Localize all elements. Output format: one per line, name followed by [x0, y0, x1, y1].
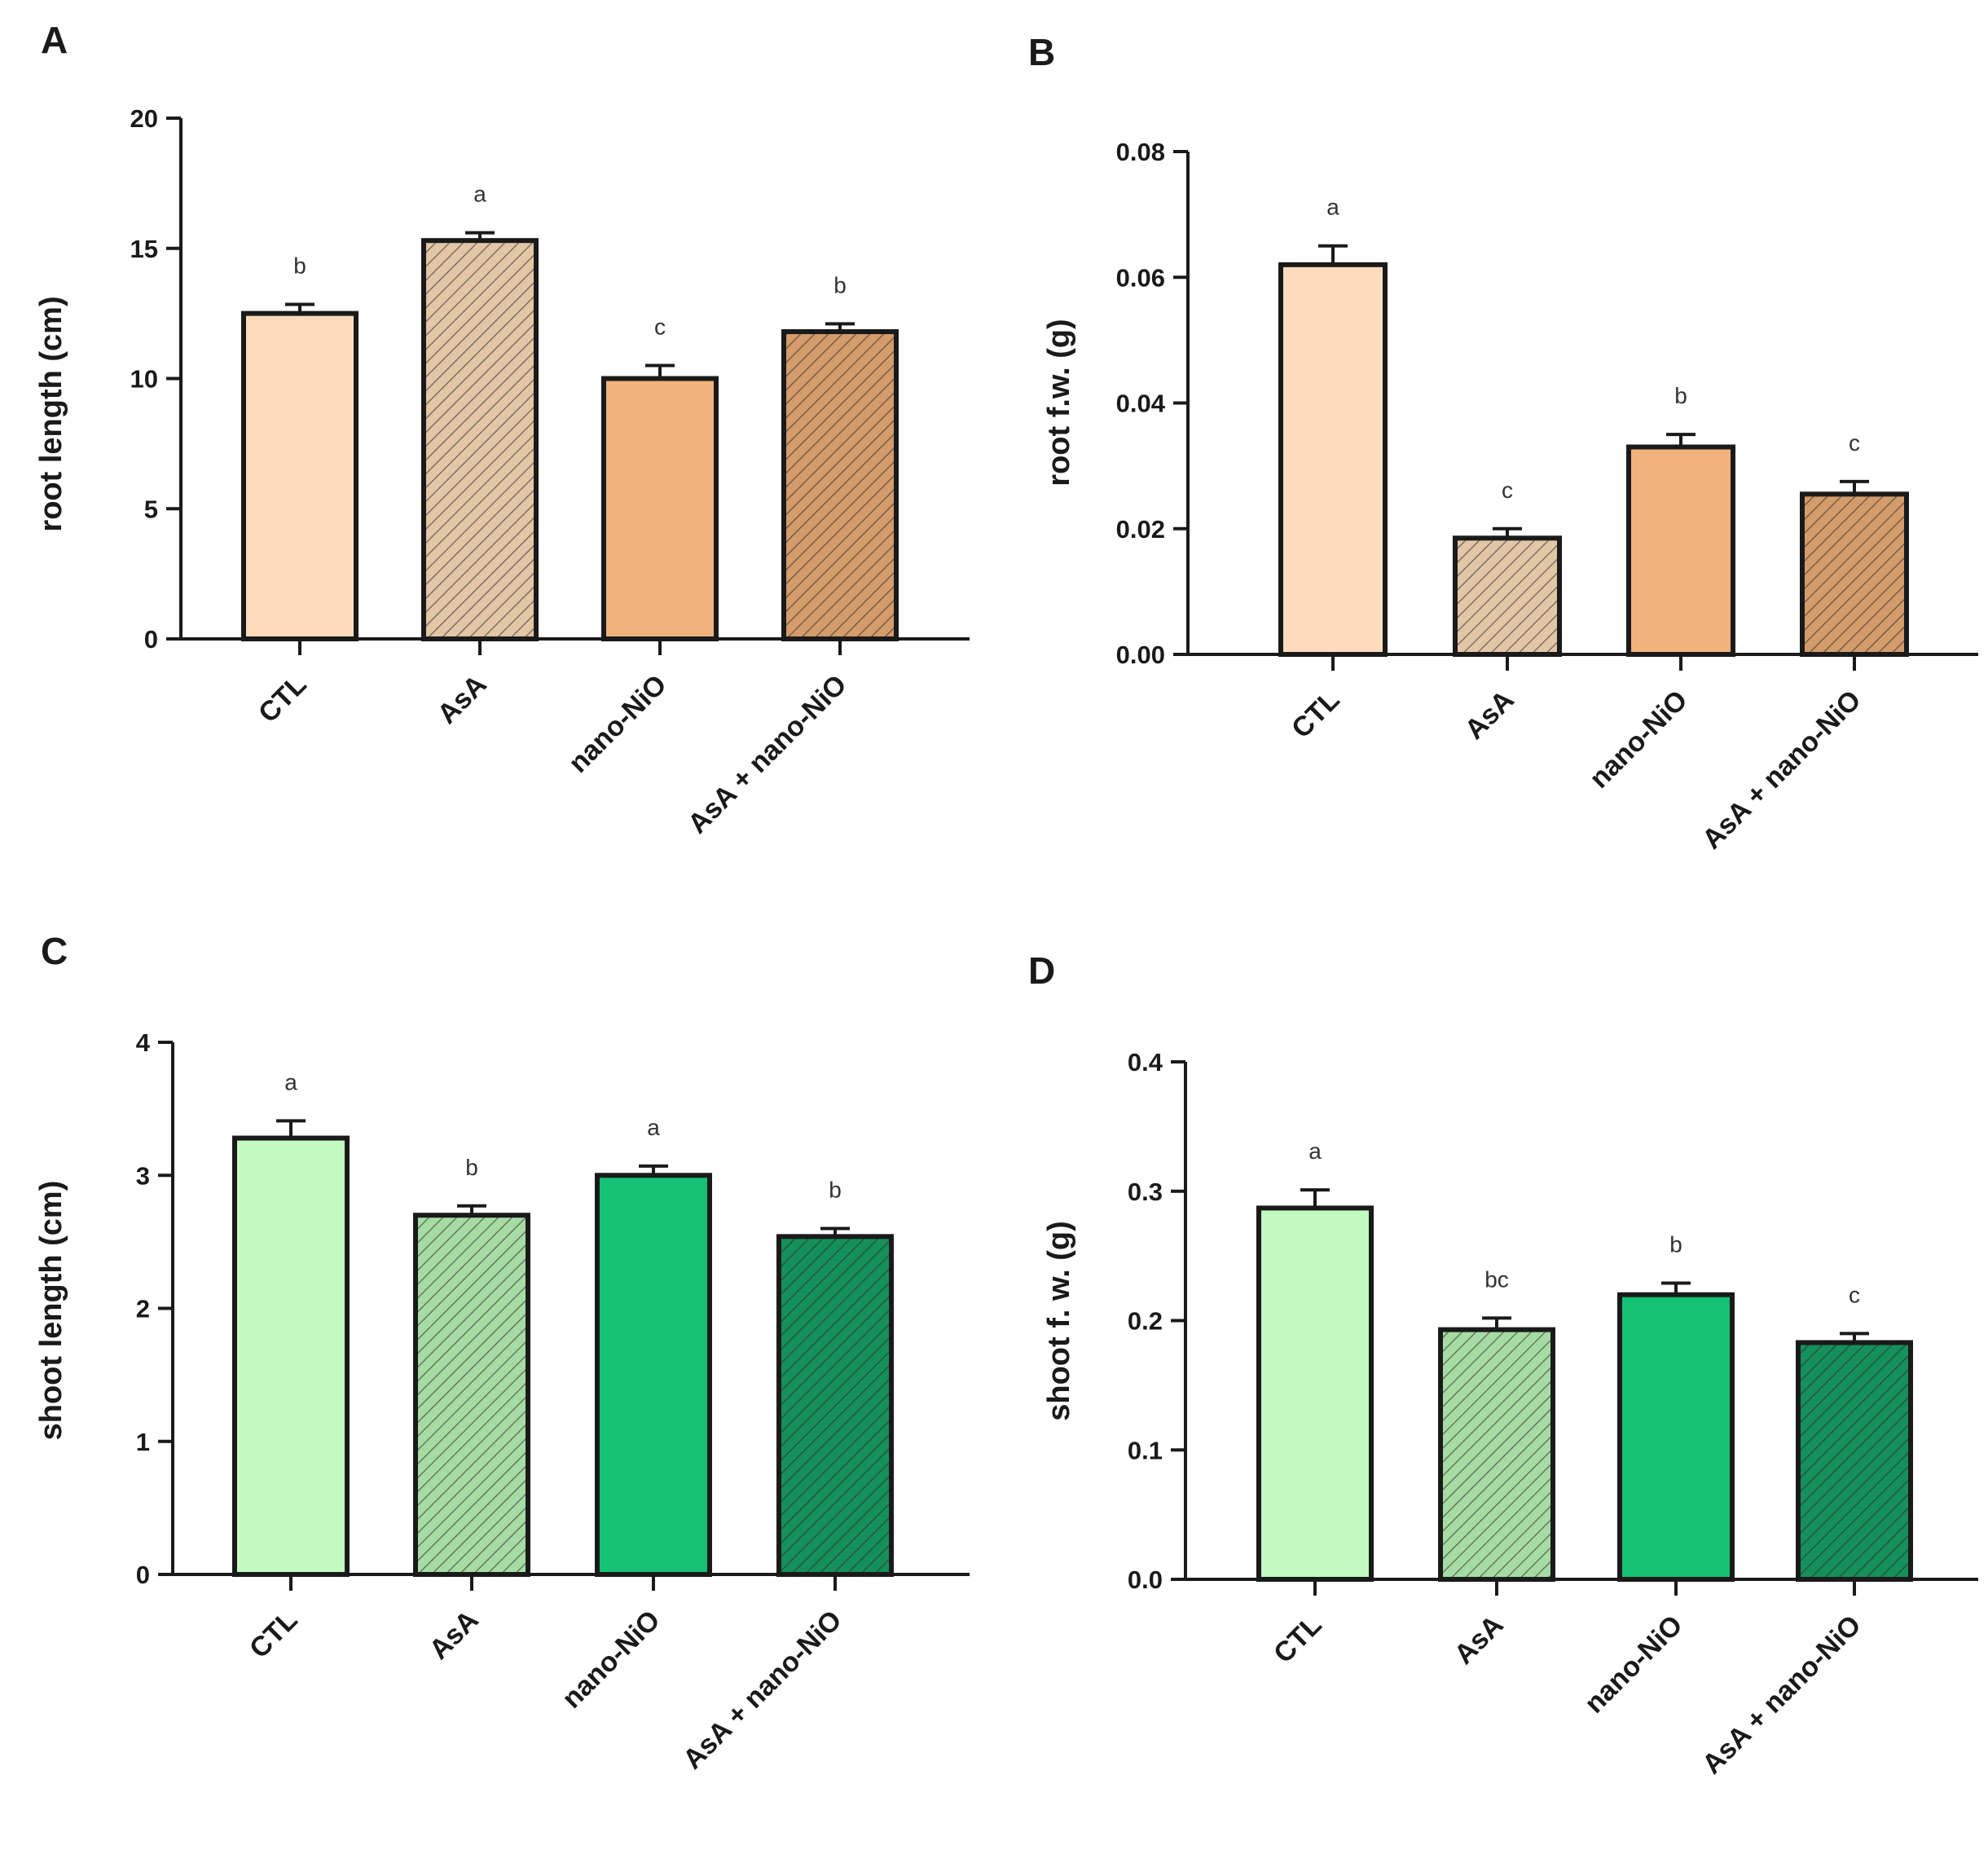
- bar-hatch: [1805, 496, 1904, 652]
- bar-hatch: [1458, 540, 1557, 652]
- bar-hatch: [426, 243, 534, 636]
- y-tick-label: 0.04: [1116, 390, 1166, 418]
- y-axis-label-d: shoot f. w. (g): [1042, 1221, 1076, 1421]
- bar-hatch: [1801, 1345, 1908, 1577]
- bar-hatch: [1443, 1332, 1550, 1577]
- x-tick-label: AsA: [1459, 685, 1520, 746]
- bar: [1256, 1205, 1374, 1582]
- chart-body-b: 0.00 0.02 0.04 0.06 0.08 a CTL c AsA b nano-NiO c As…: [1116, 138, 1978, 855]
- panel-letter-b: B: [1028, 31, 1055, 73]
- y-tick-label: 3: [136, 1161, 150, 1190]
- significance-label: a: [1326, 195, 1339, 220]
- y-tick-label: 0.1: [1128, 1436, 1163, 1464]
- significance-label: c: [654, 315, 666, 340]
- y-tick-label: 0.00: [1116, 641, 1165, 669]
- y-tick-label: 0.2: [1128, 1307, 1163, 1336]
- bar: [601, 376, 719, 641]
- significance-label: b: [829, 1178, 842, 1203]
- y-tick-label: 0: [144, 625, 158, 654]
- x-tick-label: AsA + nano-NiO: [1696, 1609, 1867, 1781]
- significance-label: a: [1308, 1138, 1322, 1164]
- x-tick-label: CTL: [244, 1605, 304, 1665]
- bar: [1617, 1292, 1735, 1582]
- significance-label: bc: [1484, 1266, 1509, 1292]
- significance-label: b: [1674, 383, 1687, 408]
- significance-label: c: [1502, 478, 1513, 503]
- chart-body-a: 0 5 10 15 20 b CTL a AsA c nano-NiO b AsA + nano-NiO: [130, 104, 970, 839]
- y-tick-label: 1: [136, 1428, 150, 1456]
- x-tick-label: AsA: [1449, 1609, 1510, 1671]
- y-axis-label-b: root f.w. (g): [1042, 319, 1076, 486]
- significance-label: b: [1669, 1231, 1682, 1257]
- significance-label: b: [833, 272, 847, 297]
- significance-label: b: [293, 253, 306, 278]
- y-tick-label: 0.02: [1116, 515, 1165, 544]
- y-tick-label: 20: [130, 104, 158, 133]
- bar: [1626, 444, 1735, 657]
- x-tick-label: AsA: [432, 669, 493, 730]
- y-tick-label: 5: [144, 495, 158, 523]
- x-tick-label: AsA + nano-NiO: [682, 669, 853, 840]
- x-tick-label: nano-NiO: [556, 1605, 666, 1715]
- y-tick-label: 0.08: [1116, 138, 1165, 166]
- bar-hatch: [786, 333, 894, 636]
- significance-label: c: [1849, 430, 1860, 456]
- bar: [595, 1173, 712, 1577]
- y-tick-label: 0.4: [1128, 1048, 1163, 1077]
- x-tick-label: CTL: [253, 669, 313, 729]
- chart-body-d: 0.0 0.1 0.2 0.3 0.4 a CTL bc AsA b nano-NiO c AsA + …: [1128, 1048, 1978, 1780]
- y-tick-label: 15: [130, 235, 158, 263]
- panel-c: C shoot length (cm) 0 1 2 3 4 a CTL b AsA a nano-N…: [34, 930, 970, 1775]
- panel-letter-c: C: [41, 930, 68, 972]
- y-axis-label-c: shoot length (cm): [34, 1181, 68, 1441]
- bar: [1278, 262, 1388, 657]
- bar-hatch: [418, 1218, 526, 1572]
- significance-label: a: [284, 1069, 297, 1094]
- bar: [232, 1135, 350, 1578]
- significance-label: b: [465, 1155, 478, 1180]
- x-tick-label: nano-NiO: [563, 669, 673, 779]
- panel-d: D shoot f. w. (g) 0.00.10.20.30.4aCTLbcA…: [1028, 949, 1978, 1780]
- y-axis-label-a: root length (cm): [34, 296, 68, 531]
- x-tick-label: CTL: [1268, 1609, 1328, 1670]
- panel-a: A root length (cm) 0 5 10 15 20 b CTL a AsA c nano…: [34, 19, 970, 839]
- y-tick-label: 0.3: [1128, 1178, 1163, 1206]
- panel-letter-d: D: [1028, 949, 1055, 992]
- chart-body-c: 0 1 2 3 4 a CTL b AsA a nano-NiO b AsA + nano-NiO: [136, 1028, 970, 1775]
- x-tick-label: CTL: [1286, 685, 1346, 745]
- y-tick-label: 0: [136, 1561, 150, 1589]
- y-tick-label: 4: [136, 1028, 151, 1057]
- x-tick-label: nano-NiO: [1579, 1609, 1689, 1719]
- y-tick-label: 2: [136, 1295, 150, 1323]
- x-tick-label: nano-NiO: [1584, 685, 1694, 795]
- significance-label: a: [473, 182, 486, 207]
- x-tick-label: AsA + nano-NiO: [677, 1605, 848, 1776]
- significance-label: a: [647, 1115, 660, 1140]
- x-tick-label: AsA + nano-NiO: [1696, 685, 1867, 856]
- panel-b: B root f.w. (g) 0.00 0.02 0.04 0.06 0.08 a CTL…: [1028, 31, 1978, 855]
- panel-letter-a: A: [41, 19, 68, 61]
- y-tick-label: 0.0: [1128, 1565, 1163, 1594]
- y-tick-label: 0.06: [1116, 263, 1165, 292]
- significance-label: c: [1849, 1282, 1860, 1307]
- x-tick-label: AsA: [424, 1605, 485, 1666]
- y-tick-label: 10: [130, 365, 158, 394]
- bar-hatch: [781, 1239, 889, 1572]
- bar: [241, 310, 358, 641]
